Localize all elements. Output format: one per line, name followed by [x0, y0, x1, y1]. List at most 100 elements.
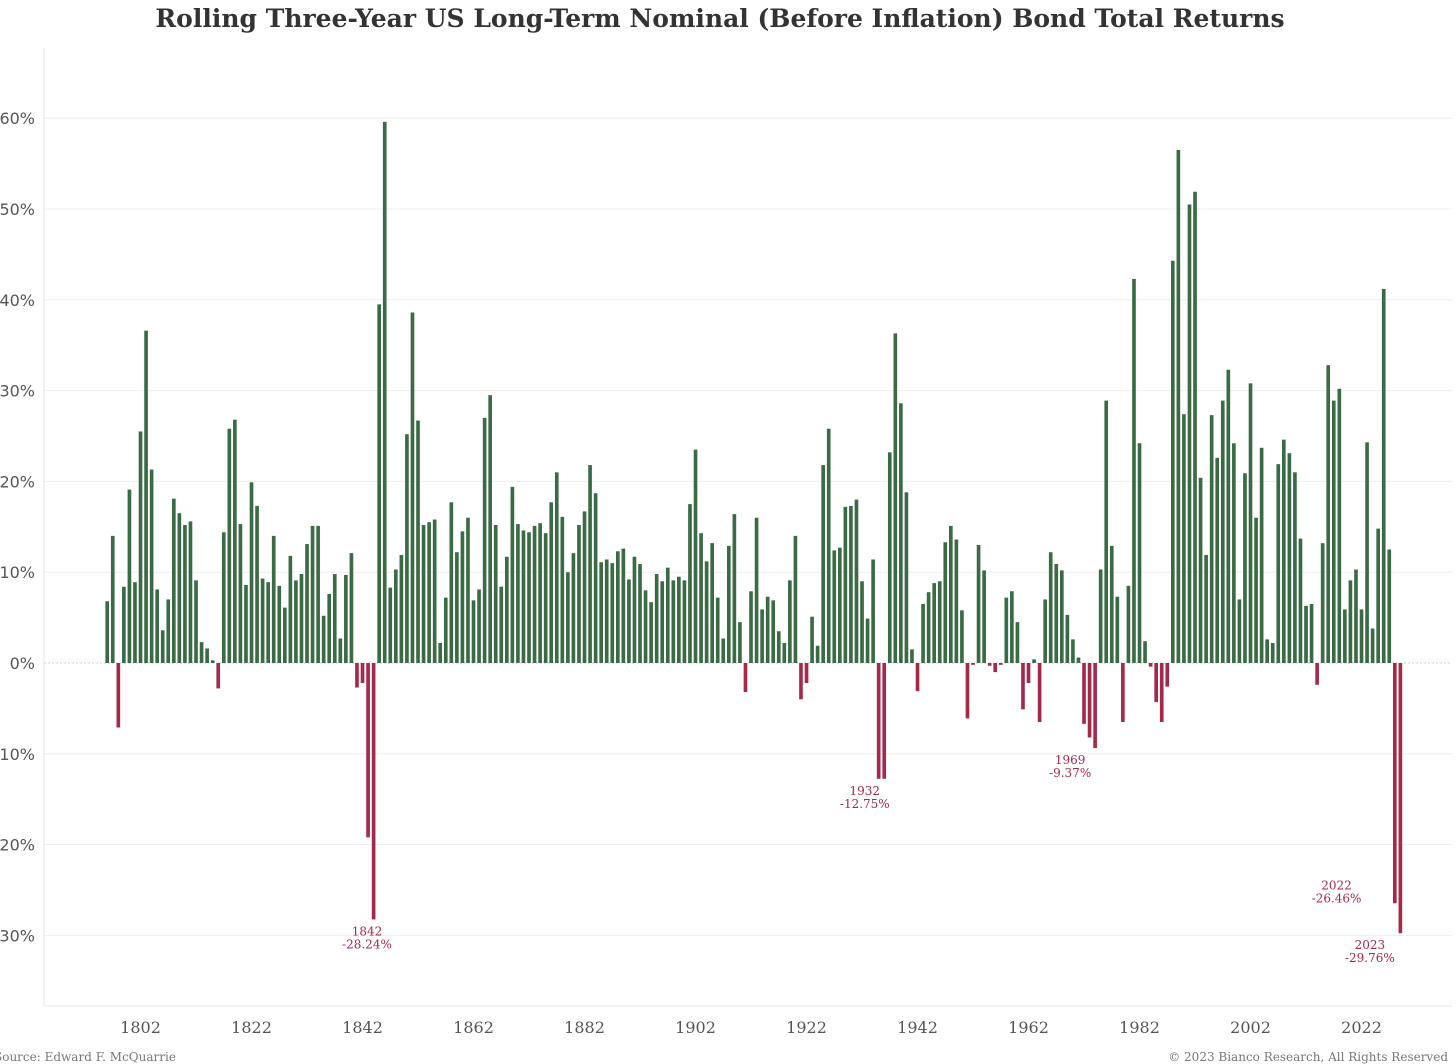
bar-1878 [560, 516, 565, 663]
bar-1993 [1198, 477, 1203, 663]
bar-1929 [843, 506, 848, 663]
bar-1824 [260, 578, 265, 663]
bar-1804 [149, 469, 154, 663]
bar-1979 [1121, 663, 1125, 723]
bar-2004 [1259, 447, 1264, 663]
bar-1903 [699, 533, 703, 663]
bar-1996 [1215, 457, 1220, 663]
bar-1967 [1054, 564, 1059, 663]
bar-1933 [865, 618, 870, 663]
bar-1881 [577, 524, 581, 663]
bar-1889 [621, 548, 626, 663]
x-tick-label: 1962 [1008, 1018, 1049, 1037]
bar-1910 [738, 622, 742, 663]
bar-1838 [338, 638, 343, 663]
bar-1887 [610, 563, 615, 663]
bar-1796 [105, 601, 110, 663]
bar-1834 [316, 525, 320, 663]
bar-1823 [255, 505, 259, 663]
bar-1964 [1037, 663, 1042, 723]
bar-1987 [1165, 663, 1170, 687]
bar-1862 [471, 600, 476, 663]
y-tick-label: 50% [0, 200, 35, 219]
bar-2017 [1331, 400, 1336, 663]
bar-1808 [171, 498, 176, 663]
bar-2028 [1392, 663, 1397, 904]
bar-1999 [1232, 443, 1236, 663]
bar-1898 [671, 580, 676, 663]
bar-1951 [965, 663, 970, 719]
bar-1861 [466, 517, 470, 663]
bar-1981 [1132, 278, 1136, 663]
bar-1830 [294, 580, 298, 663]
bar-1897 [665, 567, 670, 663]
annotation-year: 2023 [1355, 938, 1386, 952]
bar-1997 [1220, 400, 1225, 663]
bar-1921 [799, 663, 803, 700]
bar-1989 [1176, 149, 1181, 664]
bar-1980 [1126, 585, 1131, 663]
bar-1826 [271, 535, 276, 663]
bar-1858 [449, 502, 454, 663]
bar-1800 [127, 489, 132, 663]
bars [105, 121, 1403, 934]
bar-2011 [1298, 538, 1303, 663]
bar-1829 [288, 555, 293, 663]
bar-1846 [382, 121, 387, 663]
bar-1978 [1115, 596, 1120, 663]
bar-1991 [1187, 204, 1192, 663]
bar-2025 [1376, 528, 1380, 663]
bar-2020 [1348, 580, 1353, 663]
bar-1902 [693, 449, 698, 663]
bar-1810 [183, 524, 187, 663]
bar-1995 [1209, 415, 1214, 663]
bar-1821 [244, 584, 248, 663]
bar-1977 [1109, 545, 1114, 663]
bar-1994 [1204, 554, 1208, 663]
bar-1825 [266, 582, 270, 663]
bar-1831 [299, 574, 304, 663]
bar-1973 [1087, 663, 1092, 738]
y-tick-label: -30% [0, 926, 35, 945]
bar-1844 [371, 663, 376, 920]
x-tick-label: 1982 [1119, 1018, 1160, 1037]
bar-1988 [1170, 260, 1175, 663]
x-tick-label: 1922 [786, 1018, 827, 1037]
bar-1971 [1076, 657, 1081, 663]
y-tick-label: 20% [0, 472, 35, 491]
bar-1922 [804, 663, 809, 683]
bar-1877 [554, 472, 559, 663]
bar-1847 [388, 587, 393, 663]
bar-2019 [1343, 609, 1347, 663]
bar-1827 [277, 585, 282, 663]
x-tick-label: 1942 [897, 1018, 938, 1037]
bar-1880 [571, 553, 576, 663]
bar-1820 [238, 524, 243, 663]
bar-1863 [477, 589, 481, 663]
bar-1932 [860, 581, 864, 663]
bar-2008 [1281, 439, 1286, 663]
bar-1915 [765, 596, 770, 663]
y-tick-label: 10% [0, 563, 35, 582]
bar-1965 [1043, 599, 1047, 663]
bar-1894 [649, 602, 653, 663]
bar-1876 [549, 502, 554, 663]
bar-1798 [116, 663, 121, 728]
annotation-year: 2022 [1321, 879, 1352, 893]
bar-1874 [538, 523, 542, 663]
bar-1955 [987, 663, 992, 666]
bar-1990 [1182, 414, 1186, 663]
bar-2022 [1359, 609, 1364, 663]
x-tick-label: 1862 [453, 1018, 494, 1037]
bar-1841 [355, 663, 359, 688]
bar-1948 [948, 525, 953, 663]
bar-1855 [432, 519, 437, 663]
x-tick-label: 1902 [675, 1018, 716, 1037]
bar-2009 [1287, 453, 1292, 663]
y-axis: 60% 50% 40% 30% 20% 10% 0% -10% -20% -30% [0, 109, 35, 945]
bar-1807 [166, 599, 171, 663]
bar-1968 [1059, 570, 1064, 663]
bar-2024 [1370, 628, 1375, 663]
bar-1911 [743, 663, 748, 693]
annotations: 1842-28.24% 1932-12.75% 1969-9.37% 2022-26.… [342, 753, 1395, 965]
